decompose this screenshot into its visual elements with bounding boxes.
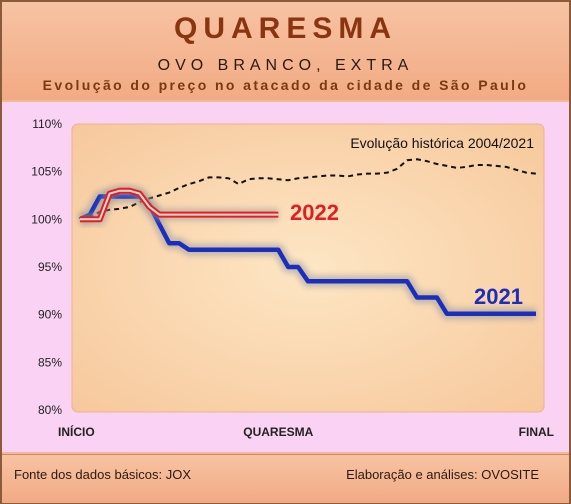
chart-title: QUARESMA (173, 12, 397, 45)
chart-subtitle: OVO BRANCO, EXTRA (157, 57, 414, 74)
line-chart: 80% 85% 90% 95% 100% 105% 110% INÍCIO QUARESMA F… (31, 117, 554, 439)
series-line-historical (79, 158, 537, 221)
y-tick-label: 90% (38, 308, 62, 322)
historical-annotation: Evolução histórica 2004/2021 (350, 135, 534, 151)
x-tick-label: FINAL (519, 425, 554, 439)
footer-panel: Fonte dos dados básicos: JOX Elaboração … (2, 454, 569, 503)
x-tick-label: INÍCIO (58, 424, 95, 439)
chart-author: Elaboração e análises: OVOSITE (346, 467, 539, 482)
plot-area (71, 123, 545, 413)
y-tick-label: 85% (38, 355, 62, 369)
y-tick-label: 105% (31, 165, 62, 179)
y-tick-label: 100% (31, 212, 62, 226)
header-panel: QUARESMA OVO BRANCO, EXTRA Evolução do p… (2, 2, 569, 100)
series-label-2021: 2021 (474, 284, 523, 309)
series-line-2022-highlight (80, 189, 279, 221)
x-tick-label: QUARESMA (243, 425, 313, 439)
y-tick-label: 80% (38, 403, 62, 417)
series-label-2022: 2022 (290, 200, 339, 225)
y-tick-label: 110% (32, 117, 62, 131)
data-source: Fonte dos dados básicos: JOX (14, 467, 192, 482)
chart-description: Evolução do preço no atacado da cidade d… (42, 77, 529, 93)
y-tick-label: 95% (38, 260, 62, 274)
plot-panel: 80% 85% 90% 95% 100% 105% 110% INÍCIO QUARESMA F… (2, 102, 569, 452)
